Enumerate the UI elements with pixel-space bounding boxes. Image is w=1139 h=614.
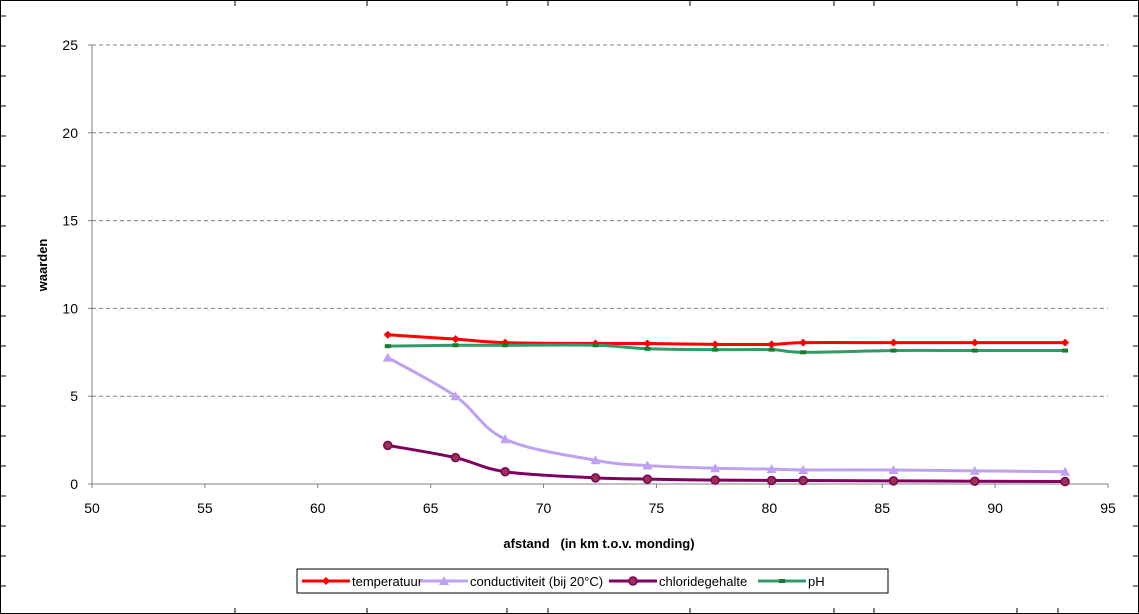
series-group [382,330,1071,487]
data-point [800,350,807,355]
legend-label: chloridegehalte [659,574,747,589]
data-point [451,335,460,344]
data-point [969,465,980,475]
legend-item: pH [758,574,825,589]
data-point [1060,466,1071,476]
data-point [768,347,775,352]
y-axis-title: waarden [35,239,50,293]
data-point [644,346,651,351]
data-point [766,464,777,474]
data-point [382,352,393,362]
x-tick-label: 95 [1100,500,1116,516]
x-tick-label: 50 [84,500,100,516]
data-point [383,330,392,339]
data-point [970,338,979,347]
y-tick-label: 0 [70,476,78,492]
data-point [888,476,899,486]
x-tick-label: 80 [762,500,778,516]
legend-item: conductiviteit (bij 20°C) [420,574,603,589]
gridlines [92,44,1108,397]
data-point [799,338,808,347]
data-point [798,475,808,486]
tick-labels: 0 5 10 15 20 25 50 55 60 65 70 75 80 85 90 95 [62,37,1116,516]
data-point [710,463,721,473]
legend-item: temperatuur [302,574,423,589]
legend-swatch-marker [439,576,449,585]
y-tick-label: 5 [70,388,78,404]
y-tick-label: 20 [62,125,78,141]
x-tick-label: 75 [649,500,665,516]
data-point [590,473,601,483]
data-point [643,339,652,348]
data-point [642,474,653,484]
data-point [889,338,898,347]
data-point [384,344,391,349]
y-tick-label: 25 [62,37,78,53]
data-point [450,452,461,463]
data-point [452,343,459,348]
data-point [592,343,599,348]
data-point [502,343,509,348]
data-point [642,460,653,470]
legend-swatch-marker [779,579,785,583]
series-chloridegehalte [383,440,1070,487]
x-tick-label: 85 [874,500,890,516]
legend: temperatuur conductiviteit (bij 20°C) chlo… [296,568,889,594]
series-conductiviteit [382,352,1071,476]
data-point [1062,348,1069,353]
x-tick-label: 90 [987,500,1003,516]
data-point [712,347,719,352]
legend-swatch-marker [628,576,638,586]
legend-swatch-marker [322,577,330,585]
data-point [500,466,510,477]
data-point [1060,476,1070,487]
data-point [590,455,601,465]
x-tick-label: 70 [536,500,552,516]
data-point [888,464,899,474]
legend-label: pH [808,574,825,589]
legend-item: chloridegehalte [609,574,747,589]
data-point [711,340,720,349]
y-tick-label: 10 [62,300,78,316]
series-ph [384,343,1069,355]
data-point [710,475,720,485]
x-tick-label: 65 [423,500,439,516]
data-point [970,476,980,486]
data-point [1061,338,1070,347]
legend-label: conductiviteit (bij 20°C) [470,574,603,589]
data-point [890,348,897,353]
x-axis-title: afstand (in km t.o.v. monding) [503,536,694,551]
x-tick-label: 60 [310,500,326,516]
data-point [971,348,978,353]
data-point [766,475,777,486]
data-point [767,340,776,349]
x-tick-label: 55 [197,500,213,516]
data-point [798,464,809,474]
data-point [500,434,511,444]
y-tick-label: 15 [62,213,78,229]
legend-label: temperatuur [352,574,423,589]
data-point [383,440,393,451]
data-point [450,391,461,401]
